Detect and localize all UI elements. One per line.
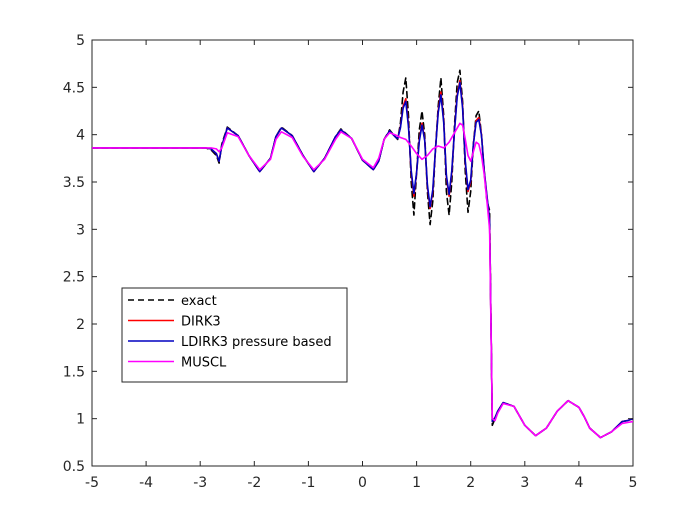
legend-box <box>121 287 348 383</box>
legend-label: LDIRK3 pressure based <box>181 335 332 350</box>
y-tick-label: 4 <box>76 128 85 144</box>
y-tick-label: 3.5 <box>63 175 85 191</box>
y-tick-label: 5 <box>76 33 85 49</box>
x-tick-label: -2 <box>247 475 261 491</box>
y-tick-label: 3 <box>76 222 85 238</box>
series-layer <box>92 69 633 439</box>
x-tick-label: 5 <box>629 475 638 491</box>
y-tick-label: 1.5 <box>63 364 85 380</box>
y-tick-label: 4.5 <box>63 80 85 96</box>
x-tick-label: 1 <box>412 475 421 491</box>
x-tick-label: -1 <box>301 475 315 491</box>
x-tick-label: 2 <box>466 475 475 491</box>
x-tick-label: 4 <box>574 475 583 491</box>
ticks-layer: -5 -4 -3 -2 -1 0 1 2 3 4 5 0.5 1 1.5 2 2.5 3 3.5 4 4.5 5 <box>63 33 638 491</box>
y-tick-label: 1 <box>76 412 85 428</box>
legend: exact DIRK3 LDIRK3 pressure based MUSCL <box>121 287 348 383</box>
legend-label: exact <box>181 294 217 309</box>
x-tick-label: -3 <box>193 475 207 491</box>
series-line-muscl <box>92 122 633 439</box>
legend-label: MUSCL <box>181 356 227 371</box>
y-tick-label: 0.5 <box>63 459 85 475</box>
y-tick-label: 2.5 <box>63 270 85 286</box>
x-tick-label: -4 <box>139 475 153 491</box>
x-tick-label: 0 <box>358 475 367 491</box>
x-tick-label: -5 <box>85 475 99 491</box>
plot-area <box>91 39 634 467</box>
x-tick-label: 3 <box>520 475 529 491</box>
legend-label: DIRK3 <box>181 315 221 330</box>
y-tick-label: 2 <box>76 317 85 333</box>
